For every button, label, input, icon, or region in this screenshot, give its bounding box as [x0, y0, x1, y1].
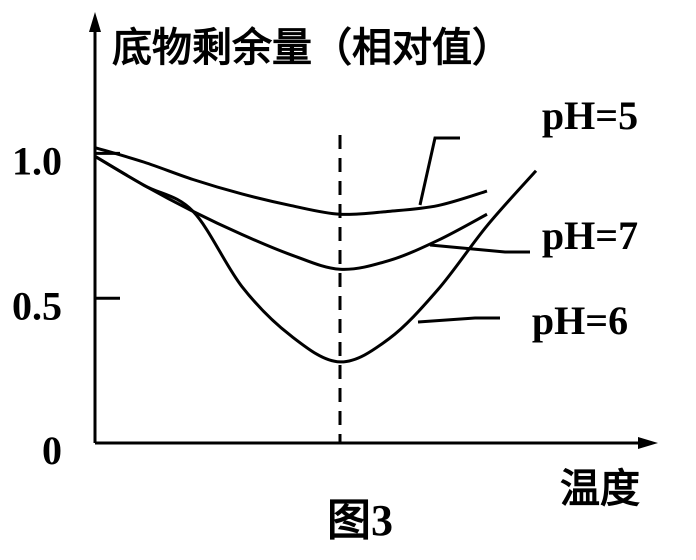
legend-label: pH=5	[542, 93, 638, 138]
y-axis-arrow	[89, 12, 101, 32]
x-axis-arrow	[638, 437, 658, 449]
y-tick-label: 0.5	[12, 283, 62, 328]
y-tick-label: 0	[42, 428, 62, 473]
leader-line	[418, 136, 460, 206]
caption: 图3	[327, 496, 393, 545]
x-axis-label: 温度	[560, 466, 640, 511]
legend-label: pH=6	[532, 298, 628, 343]
line	[94, 155, 538, 364]
leader-line	[429, 243, 530, 254]
legend-label: pH=7	[542, 213, 638, 258]
line	[94, 146, 488, 216]
leader-line	[417, 316, 500, 324]
chart-title: 底物剩余量（相对值）	[112, 25, 512, 70]
y-tick-label: 1.0	[12, 139, 62, 184]
